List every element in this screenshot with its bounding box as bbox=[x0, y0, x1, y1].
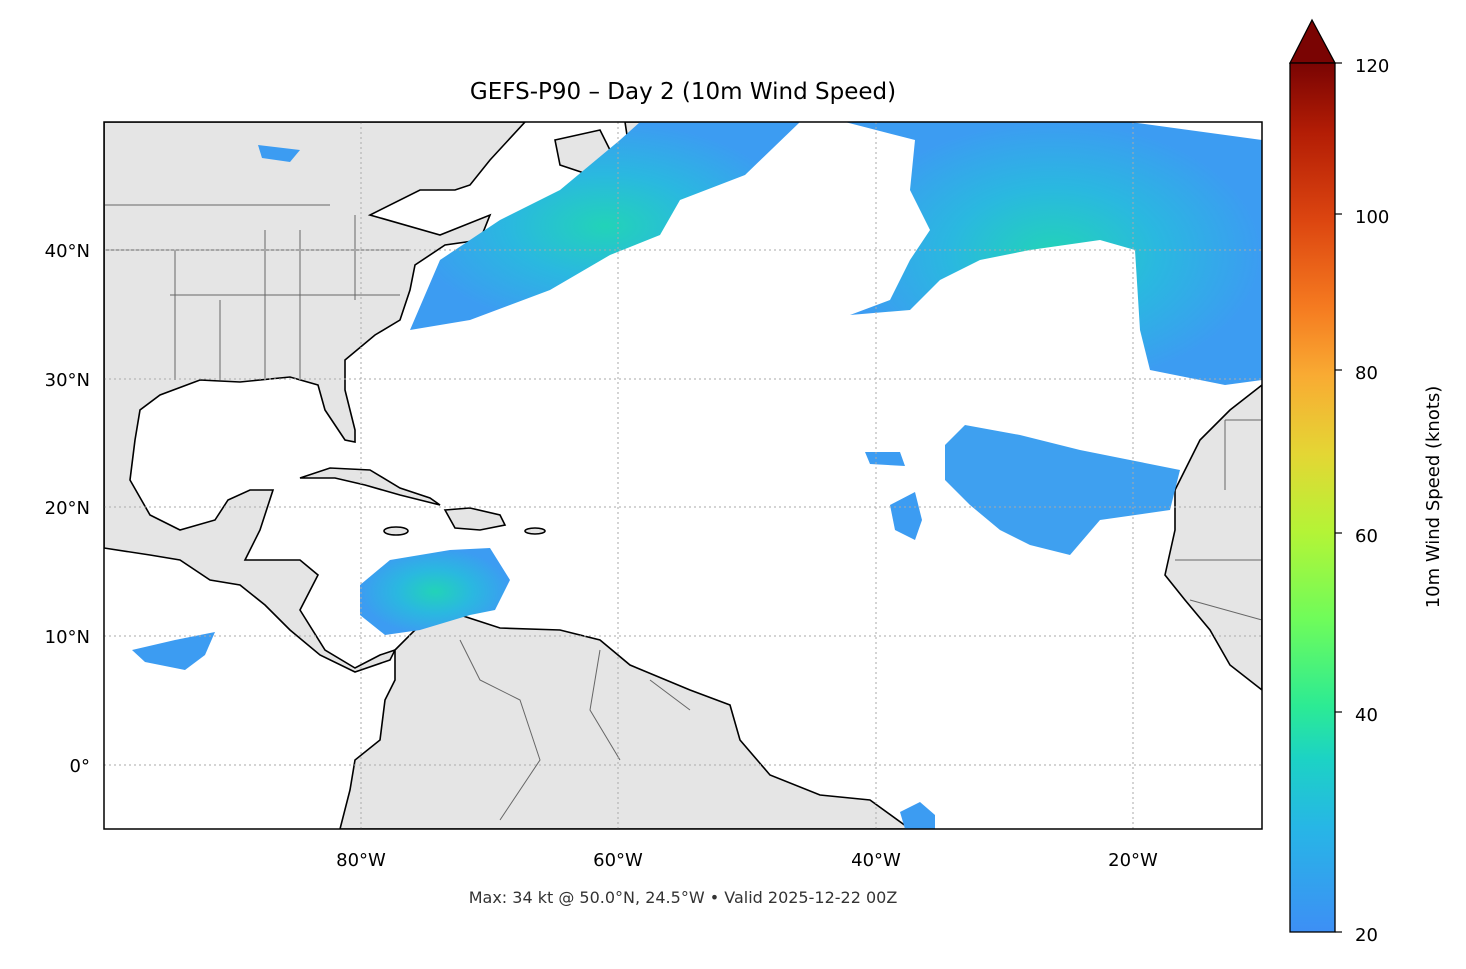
map-area bbox=[104, 122, 1262, 829]
map-title: GEFS-P90 – Day 2 (10m Wind Speed) bbox=[470, 79, 896, 105]
wind-area-small-1 bbox=[865, 452, 905, 466]
wind-area-pacific bbox=[132, 632, 215, 670]
gridlines bbox=[104, 122, 1262, 829]
colorbar-extend-arrow bbox=[1288, 18, 1337, 64]
colorbar-tick: 20 bbox=[1355, 925, 1378, 946]
lon-tick-label: 60°W bbox=[593, 850, 643, 871]
colorbar-tick: 80 bbox=[1355, 363, 1378, 384]
lat-tick-label: 0° bbox=[70, 756, 90, 777]
lat-tick-labels: 40°N 30°N 20°N 10°N 0° bbox=[45, 241, 90, 777]
lon-tick-label: 20°W bbox=[1108, 850, 1158, 871]
colorbar: 120 100 80 60 40 20 10m Wind Speed (knot… bbox=[1288, 18, 1444, 946]
lat-tick-label: 30°N bbox=[45, 370, 90, 391]
wind-area-caribbean bbox=[360, 548, 510, 635]
puerto-rico bbox=[524, 527, 546, 535]
colorbar-tick: 40 bbox=[1355, 705, 1378, 726]
colorbar-tick: 100 bbox=[1355, 207, 1389, 228]
colorbar-tick: 60 bbox=[1355, 526, 1378, 547]
colorbar-gradient bbox=[1289, 62, 1336, 933]
lat-tick-label: 40°N bbox=[45, 241, 90, 262]
colorbar-label: 10m Wind Speed (knots) bbox=[1423, 386, 1444, 609]
borders bbox=[104, 204, 1262, 821]
hispaniola bbox=[443, 507, 507, 531]
footer-caption: Max: 34 kt @ 50.0°N, 24.5°W • Valid 2025… bbox=[469, 888, 898, 907]
map-frame bbox=[103, 121, 1263, 830]
wind-area-north-atlantic bbox=[845, 122, 1262, 385]
wind-area-small-2 bbox=[890, 492, 922, 540]
lon-tick-label: 80°W bbox=[336, 850, 386, 871]
lon-tick-label: 40°W bbox=[851, 850, 901, 871]
south-america bbox=[339, 614, 912, 829]
colorbar-tick: 120 bbox=[1355, 56, 1389, 77]
lon-tick-labels: 80°W 60°W 40°W 20°W bbox=[336, 850, 1158, 871]
wind-area-us-coast bbox=[410, 122, 800, 330]
lat-tick-label: 20°N bbox=[45, 498, 90, 519]
wind-area-equatorial bbox=[900, 802, 935, 829]
wind-layer bbox=[132, 122, 1262, 829]
wind-area-gulf-of-maine bbox=[258, 145, 300, 162]
lat-tick-label: 10°N bbox=[45, 627, 90, 648]
wind-area-subtropical bbox=[945, 425, 1180, 555]
jamaica bbox=[383, 526, 409, 536]
cuba bbox=[299, 467, 441, 506]
